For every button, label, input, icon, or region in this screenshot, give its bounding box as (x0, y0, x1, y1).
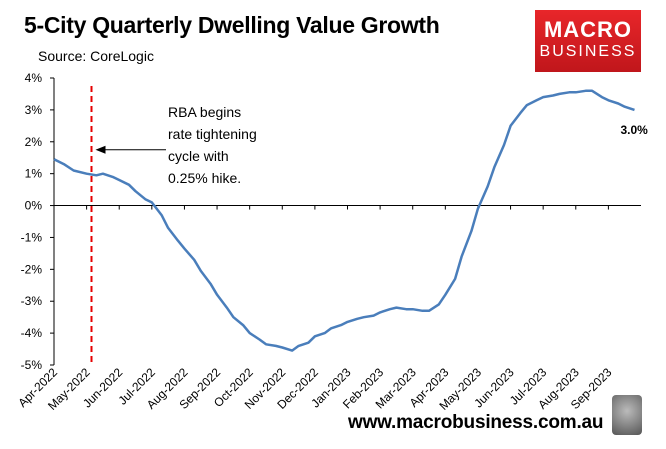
rba-annotation: RBA begins rate tightening cycle with 0.… (168, 104, 257, 186)
chart-source: Source: CoreLogic (38, 48, 154, 64)
y-tick-label: 4% (25, 71, 43, 85)
y-tick-label: -2% (21, 262, 43, 276)
macrobusiness-logo: MACRO BUSINESS (535, 10, 641, 72)
wolf-icon (612, 395, 642, 435)
annotation-arrow-head (95, 145, 106, 154)
y-tick-label: -1% (21, 230, 43, 244)
series-line (53, 89, 635, 352)
last-value-label: 3.0% (620, 123, 648, 137)
y-tick-label: -5% (21, 358, 43, 372)
y-tick-label: -3% (21, 294, 43, 308)
chart-title: 5-City Quarterly Dwelling Value Growth (24, 12, 440, 38)
y-tick-label: 3% (25, 103, 43, 117)
y-tick-label: 1% (25, 167, 43, 181)
website-url: www.macrobusiness.com.au (348, 412, 604, 433)
logo-line1: MACRO (543, 17, 633, 42)
y-tick-label: 2% (25, 135, 43, 149)
logo-line2: BUSINESS (539, 43, 637, 60)
y-tick-label: -4% (21, 326, 43, 340)
y-tick-label: 0% (25, 199, 43, 213)
